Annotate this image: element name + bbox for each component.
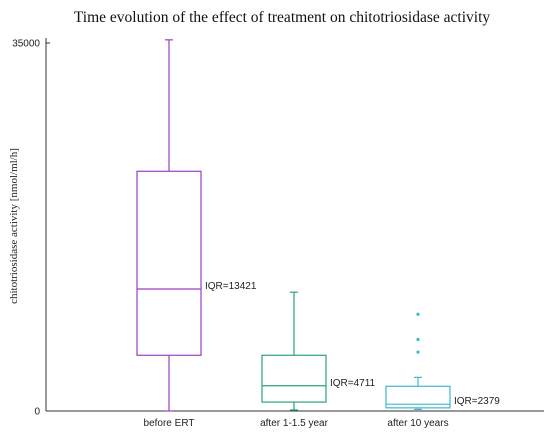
iqr-annotation: IQR=2379: [454, 396, 500, 407]
x-tick-label: before ERT: [144, 418, 195, 429]
outlier-point: [416, 350, 420, 354]
y-axis-label: chitotriosidase activity [nmol/ml/h]: [8, 148, 20, 304]
iqr-box: [136, 170, 202, 356]
iqr-box: [261, 354, 327, 403]
outlier-point: [416, 337, 420, 342]
chart-title: Time evolution of the effect of treatmen…: [74, 9, 490, 26]
iqr-annotation: IQR=13421: [205, 281, 257, 292]
plot-area: 0 35000 IQR=13421 before ERT IQR=4711 after 1…: [12, 39, 500, 430]
x-tick-label: after 1-1.5 year: [260, 418, 328, 429]
y-tick-label: 35000: [12, 39, 40, 50]
x-tick-label: after 10 years: [387, 418, 448, 429]
y-tick-label: 0: [34, 407, 40, 418]
outlier-point: [416, 312, 420, 316]
iqr-annotation: IQR=4711: [330, 378, 376, 389]
iqr-box: [385, 385, 451, 409]
